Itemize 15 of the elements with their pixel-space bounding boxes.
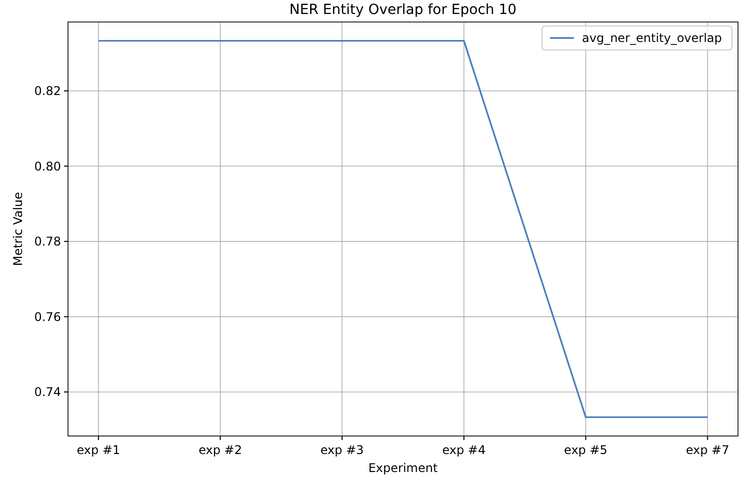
x-tick-label: exp #7 xyxy=(686,443,730,457)
y-tick-label: 0.74 xyxy=(34,385,61,400)
chart-title: NER Entity Overlap for Epoch 10 xyxy=(289,2,517,18)
y-tick-label: 0.82 xyxy=(34,84,61,98)
legend-label: avg_ner_entity_overlap xyxy=(582,31,722,46)
x-tick-label: exp #1 xyxy=(76,443,120,457)
y-tick-label: 0.78 xyxy=(34,234,61,249)
x-tick-label: exp #5 xyxy=(564,443,608,457)
y-tick-label: 0.80 xyxy=(34,159,61,174)
y-axis-title: Metric Value xyxy=(11,192,25,266)
x-tick-label: exp #3 xyxy=(320,443,364,457)
x-tick-label: exp #2 xyxy=(198,443,242,457)
x-tick-label: exp #4 xyxy=(442,443,486,457)
y-tick-label: 0.76 xyxy=(34,310,61,324)
x-axis-title: Experiment xyxy=(368,461,438,475)
